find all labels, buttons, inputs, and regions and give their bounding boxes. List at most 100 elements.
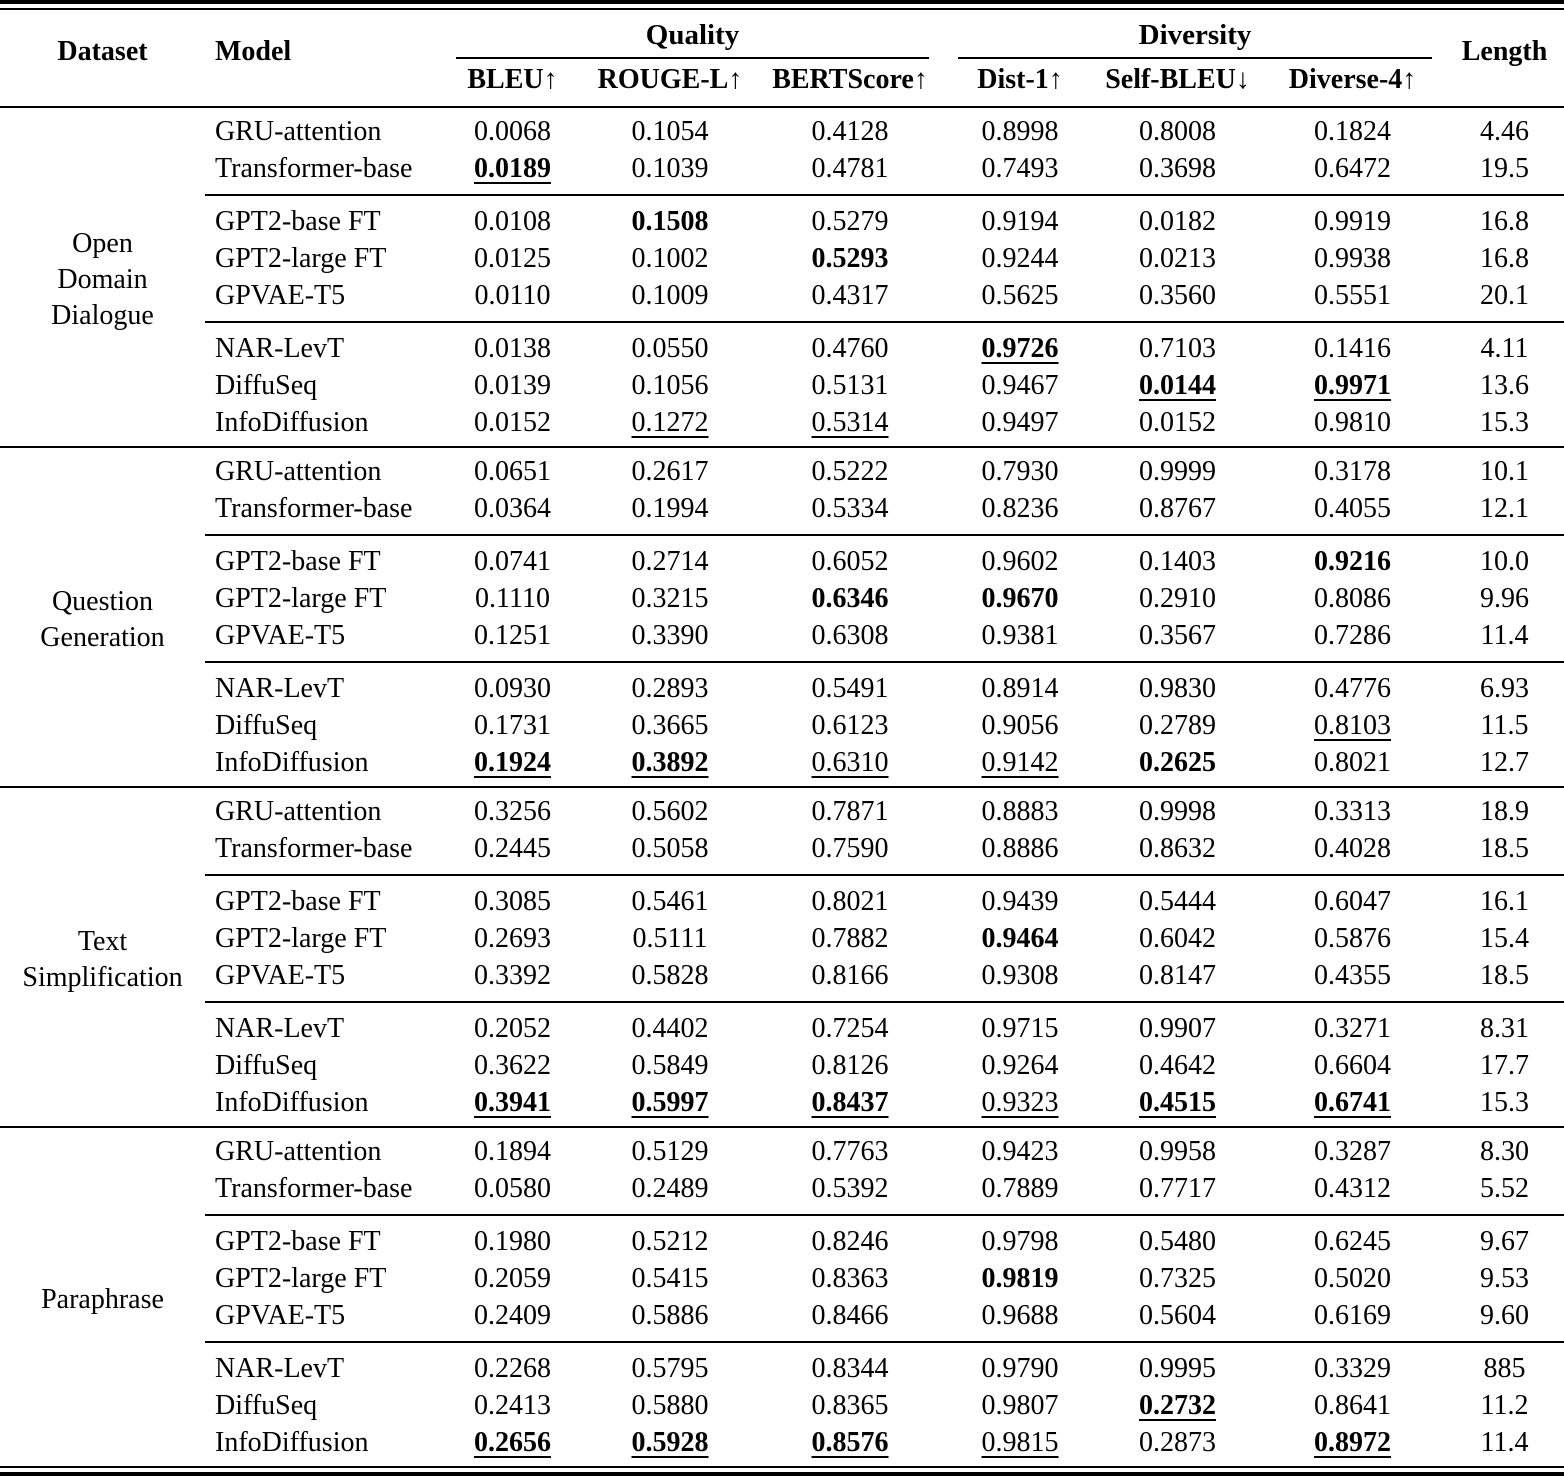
metric-value-cell: 0.8767 [1139,493,1217,524]
metric-value-cell: 0.8166 [811,960,889,991]
metric-value-cell: 0.2268 [440,1341,585,1387]
metric-value-cell: 0.9726 [945,321,1096,367]
metric-value-cell: 0.0138 [440,321,585,367]
metric-value-cell: 0.9971 [1314,370,1392,401]
header-row-groups: Dataset Model Quality Diversity Length [0,9,1564,67]
metric-value-cell: 0.3941 [474,1087,551,1118]
model-name-cell: GRU-attention [215,116,382,147]
metric-value-cell: 4.11 [1445,321,1564,367]
metric-value-cell: 0.8086 [1314,583,1392,614]
model-name-cell: GPVAE-T5 [215,960,346,991]
metric-value-cell: 8.30 [1480,1136,1530,1167]
metric-value-cell: 0.5058 [631,833,709,864]
table-row: Text Simplification GRU-attention 0.3256 0.5… [0,787,1564,993]
metric-value-cell: 0.7493 [981,153,1059,184]
metric-value-cell: 0.5020 [1314,1263,1392,1294]
model-name-cell: DiffuSeq [215,1390,318,1421]
table-row: InfoDiffusion 0.0152 0.1272 0.5314 0.9497 0.0… [0,404,1564,447]
metric-value-cell: 0.9142 [981,747,1059,778]
metric-value-cell: 0.4028 [1314,833,1392,864]
table-row: GPT2-large FT 0.1110 0.3215 0.6346 0.9670 0.2… [0,580,1564,617]
metric-value-cell: 19.5 [1480,153,1530,184]
metric-value-cell: 0.8246 [755,1214,946,1260]
model-name-cell: GRU-attention [215,456,382,487]
model-name-cell: GPT2-large FT [215,923,387,954]
metric-value-cell: 10.1 [1480,456,1530,487]
metric-value-cell: 0.5997 [631,1087,709,1118]
metric-value-cell: 0.8883 [981,796,1059,827]
col-header-length: Length [1461,36,1548,67]
metric-value-cell: 0.6472 [1314,153,1392,184]
metric-value-cell: 0.8021 [1314,747,1392,778]
metric-value-cell: 0.9381 [981,620,1059,651]
metric-value-cell: 0.5314 [811,407,889,438]
metric-value-cell: 0.3560 [1139,280,1217,311]
model-name-cell: GPT2-large FT [215,583,387,614]
model-name-cell: GPT2-large FT [215,1263,387,1294]
metric-value-cell: 0.0741 [440,534,585,580]
metric-value-cell: 0.6042 [1139,923,1217,954]
metric-value-cell: 0.7930 [981,456,1059,487]
metric-value-cell: 0.8365 [811,1390,889,1421]
metric-value-cell: 0.4128 [811,116,889,147]
metric-value-cell: 9.67 [1445,1214,1564,1260]
dataset-label-line: Text [77,925,128,957]
model-name-cell: NAR-LevT [205,661,440,707]
metric-value-cell: 11.4 [1480,620,1529,651]
header-row-metrics: BLEU↑ ROUGE-L↑ BERTScore↑ Dist-1↑ Self-B… [0,59,1564,107]
metric-value-cell: 0.9958 [1139,1136,1217,1167]
metric-value-cell: 0.5849 [631,1050,709,1081]
model-name-cell: GRU-attention [215,796,382,827]
metric-value-cell: 0.2617 [631,456,709,487]
metric-value-cell: 0.9999 [1139,456,1217,487]
metric-value-cell: 0.9244 [981,243,1059,274]
metric-value-cell: 0.1416 [1260,321,1446,367]
metric-value-cell: 0.3271 [1260,1001,1446,1047]
col-header-rouge-l: ROUGE-L↑ [597,64,743,95]
metric-value-cell: 0.7325 [1139,1263,1217,1294]
table-row: Transformer-base 0.0364 0.1994 0.5334 0.8236… [0,490,1564,535]
metric-value-cell: 0.7590 [811,833,889,864]
table-header: Dataset Model Quality Diversity Length B… [0,9,1564,107]
metric-value-cell: 0.8236 [981,493,1059,524]
metric-value-cell: 0.1508 [585,194,755,240]
metric-value-cell: 10.0 [1445,534,1564,580]
metric-value-cell: 0.9819 [981,1263,1059,1294]
diversity-group-label: Diversity [958,20,1433,59]
table-row: Paraphrase GRU-attention 0.1894 0.5129 0.776… [0,1127,1564,1315]
metric-value-cell: 0.5491 [755,661,946,707]
table-row: NAR-LevT 0.2268 0.5795 0.8344 0.9790 0.9995 0.… [0,1341,1564,1387]
metric-value-cell: 0.1039 [631,153,709,184]
metric-value-cell: 0.9688 [981,1300,1059,1331]
model-name-cell: Transformer-base [215,493,413,524]
dataset-label-cell: Open Domain Dialogue [0,107,205,447]
metric-value-cell: 0.8008 [1139,116,1217,147]
metric-value-cell: 0.3892 [631,747,709,778]
col-group-diversity: Diversity [945,9,1445,59]
metric-value-cell: 0.5129 [631,1136,709,1167]
table-row: GPT2-large FT 0.2059 0.5415 0.8363 0.9819 0.7… [0,1260,1564,1297]
metric-value-cell: 0.9464 [981,923,1059,954]
metric-value-cell: 18.5 [1480,833,1530,864]
metric-value-cell: 0.5880 [631,1390,709,1421]
model-name-cell: GPVAE-T5 [215,1300,346,1331]
model-name-cell: InfoDiffusion [215,1087,369,1118]
metric-value-cell: 0.5392 [811,1173,889,1204]
metric-value-cell: 0.0139 [474,370,551,401]
metric-value-cell: 0.8998 [981,116,1059,147]
metric-value-cell: 0.4760 [755,321,946,367]
metric-value-cell: 16.8 [1480,243,1530,274]
metric-value-cell: 0.3665 [631,710,709,741]
metric-value-cell: 0.0930 [440,661,585,707]
metric-value-cell: 15.3 [1480,407,1530,438]
metric-value-cell: 0.9995 [1095,1341,1261,1387]
dataset-label-cell: Question Generation [0,447,205,787]
model-name-cell: DiffuSeq [215,370,318,401]
metric-value-cell: 11.2 [1480,1390,1529,1421]
metric-value-cell: 0.9907 [1095,1001,1261,1047]
table-row: InfoDiffusion 0.2656 0.5928 0.8576 0.9815 0.2… [0,1424,1564,1467]
dataset-block: Open Domain Dialogue GRU-attention 0.0068 0.1… [0,107,1564,447]
table-row: GPT2-base FT 0.0108 0.1508 0.5279 0.9194 0.01… [0,194,1564,240]
metric-value-cell: 0.1251 [474,620,551,651]
metric-value-cell: 9.60 [1480,1300,1530,1331]
